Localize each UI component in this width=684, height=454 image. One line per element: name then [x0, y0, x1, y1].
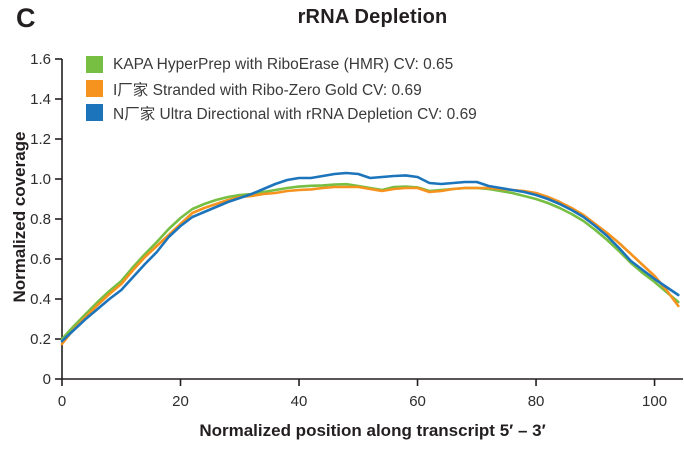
svg-text:80: 80	[528, 393, 545, 410]
legend-item-neb: N厂家 Ultra Directional with rRNA Depletio…	[86, 104, 477, 123]
svg-text:1.6: 1.6	[30, 51, 51, 68]
svg-text:0.8: 0.8	[30, 211, 51, 228]
legend-item-illumina: I厂家 Stranded with Ribo-Zero Gold CV: 0.6…	[86, 80, 477, 99]
panel-letter: C	[16, 3, 36, 33]
svg-text:1.0: 1.0	[30, 171, 51, 188]
legend-swatch-blue	[86, 104, 103, 121]
legend-swatch-orange	[86, 80, 103, 97]
legend-item-kapa: KAPA HyperPrep with RiboErase (HMR) CV: …	[86, 56, 477, 73]
svg-text:1.4: 1.4	[30, 91, 51, 108]
svg-text:0.4: 0.4	[30, 291, 51, 308]
chart-title: rRNA Depletion	[297, 6, 448, 28]
svg-text:100: 100	[642, 393, 667, 410]
legend-label-illumina: I厂家 Stranded with Ribo-Zero Gold CV: 0.6…	[113, 81, 422, 99]
svg-text:0: 0	[58, 393, 66, 410]
svg-text:0: 0	[43, 371, 51, 388]
svg-text:20: 20	[172, 393, 189, 410]
series-lines	[60, 171, 680, 346]
axes-and-ticks: 0 0.2 0.4 0.6 0.8 1.0 1.2 1.4 1.6 0 20 40 60 80 100	[30, 51, 683, 410]
svg-text:1.2: 1.2	[30, 131, 51, 148]
svg-text:0.2: 0.2	[30, 331, 51, 348]
svg-text:60: 60	[409, 393, 426, 410]
svg-text:40: 40	[291, 393, 308, 410]
legend: KAPA HyperPrep with RiboErase (HMR) CV: …	[86, 56, 477, 128]
legend-swatch-green	[86, 56, 103, 73]
x-axis-label: Normalized position along transcript 5′ …	[199, 421, 546, 440]
legend-label-kapa: KAPA HyperPrep with RiboErase (HMR) CV: …	[113, 55, 454, 73]
legend-label-neb: N厂家 Ultra Directional with rRNA Depletio…	[113, 105, 477, 123]
svg-text:0.6: 0.6	[30, 251, 51, 268]
